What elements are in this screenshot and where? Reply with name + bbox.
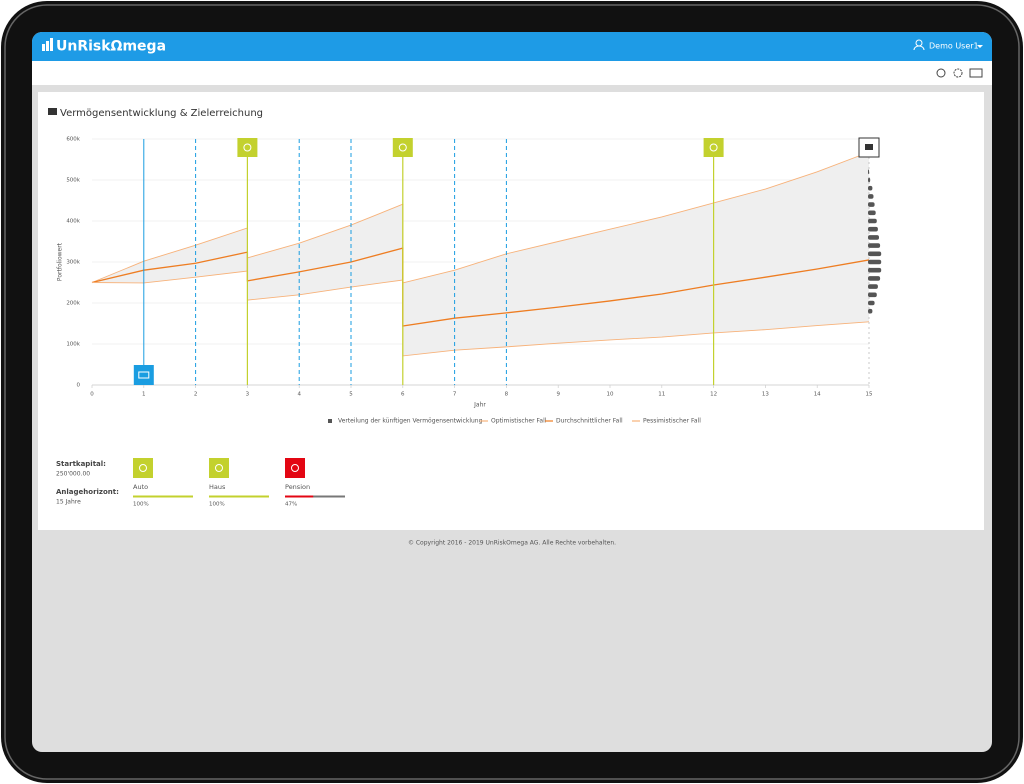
y-axis-label: Portfoliowert — [57, 242, 64, 281]
series-line — [91, 151, 870, 284]
chart-title: Vermögensentwicklung & Zielerreichung — [60, 108, 263, 119]
y-tick-label: 0 — [77, 383, 81, 389]
money-icon[interactable] — [969, 68, 983, 78]
x-tick-label: 13 — [762, 392, 769, 398]
goal-progress — [285, 495, 314, 498]
goal-progress — [209, 495, 269, 498]
distribution-bar — [868, 202, 875, 207]
start-value: 250'000.00 — [56, 471, 90, 478]
x-tick-label: 14 — [814, 392, 821, 398]
tablet-bezel — [4, 4, 1020, 780]
goal-progress-label: 47% — [285, 502, 297, 508]
distribution-bar — [868, 292, 877, 298]
x-tick-label: 11 — [658, 392, 665, 398]
user-menu[interactable]: Demo User1 — [929, 42, 979, 51]
x-tick-label: 9 — [556, 392, 560, 398]
goal-box — [209, 458, 229, 478]
y-tick-label: 600k — [66, 137, 80, 143]
x-tick-label: 10 — [607, 392, 614, 398]
distribution-bar — [868, 235, 879, 240]
x-tick-label: 3 — [246, 392, 250, 398]
start-label: Startkapital: — [56, 460, 106, 468]
title-flag — [48, 108, 57, 115]
goal-marker — [703, 138, 724, 157]
top-bar — [32, 32, 992, 61]
distribution-bar — [868, 259, 882, 265]
legend-label: Optimistischer Fall — [491, 418, 547, 425]
distribution-bar — [868, 177, 871, 183]
legend-label: Durchschnittlicher Fall — [556, 418, 623, 425]
horizon-label: Anlagehorizont: — [56, 488, 119, 496]
goal-marker — [237, 138, 258, 157]
distribution-bar — [868, 284, 878, 289]
goal-progress-track — [285, 495, 345, 498]
goal-icon — [243, 143, 252, 152]
distribution-bar — [868, 226, 878, 232]
user-icon-body — [913, 45, 925, 51]
distribution-bar — [868, 185, 873, 191]
goal-progress-label: 100% — [133, 502, 149, 508]
goal-box-icon — [139, 464, 147, 472]
settings-icon[interactable] — [953, 68, 963, 78]
x-axis-label: Jahr — [473, 402, 486, 409]
y-tick-label: 100k — [66, 342, 80, 348]
y-tick-label: 500k — [66, 178, 80, 184]
x-tick-label: 0 — [90, 392, 94, 398]
goal-icon — [709, 143, 718, 152]
series-line — [91, 270, 870, 357]
distribution-bar — [868, 267, 882, 273]
target-icon[interactable] — [936, 68, 946, 78]
distribution-bar — [868, 169, 870, 175]
brand: UnRiskΩmega — [56, 39, 166, 55]
goal-box — [285, 458, 305, 478]
horizon-value: 15 Jahre — [56, 499, 81, 506]
series-line — [91, 247, 870, 327]
deposit-marker — [133, 365, 154, 385]
y-tick-label: 300k — [66, 260, 80, 266]
distribution-bar — [868, 276, 881, 281]
goal-icon — [398, 143, 407, 152]
x-tick-label: 7 — [453, 392, 457, 398]
legend-label: Verteilung der künftigen Vermögensentwic… — [338, 418, 483, 425]
x-tick-label: 5 — [349, 392, 353, 398]
footer: © Copyright 2016 - 2019 UnRiskOmega AG. … — [408, 540, 616, 547]
goal-progress-label: 100% — [209, 502, 225, 508]
goal-marker — [392, 138, 413, 157]
goal-name: Haus — [209, 483, 226, 491]
range-band — [92, 152, 869, 356]
y-tick-label: 200k — [66, 301, 80, 307]
legend-label: Pessimistischer Fall — [643, 418, 701, 425]
distribution-bar — [868, 251, 882, 257]
distribution-bar — [868, 243, 881, 248]
goal-box — [133, 458, 153, 478]
x-tick-label: 8 — [505, 392, 509, 398]
y-tick-label: 400k — [66, 219, 80, 225]
x-tick-label: 4 — [297, 392, 301, 398]
goal-progress — [133, 495, 193, 498]
horizon-flag — [865, 144, 873, 150]
x-tick-label: 1 — [142, 392, 146, 398]
legend-swatch — [328, 419, 332, 423]
toolbar — [32, 61, 992, 85]
logo-icon — [42, 38, 53, 51]
goal-box-icon — [215, 464, 223, 472]
goal-box-icon — [291, 464, 299, 472]
x-tick-label: 12 — [710, 392, 717, 398]
deposit-icon — [138, 371, 150, 379]
x-tick-label: 6 — [401, 392, 405, 398]
distribution-bar — [868, 300, 875, 306]
distribution-bar — [868, 210, 876, 216]
distribution-bar — [868, 194, 874, 199]
user-caret[interactable] — [977, 45, 983, 48]
x-tick-label: 15 — [866, 392, 873, 398]
distribution-bar — [868, 218, 877, 224]
distribution-bar — [868, 308, 873, 314]
goal-name: Pension — [285, 483, 310, 491]
x-tick-label: 2 — [194, 392, 198, 398]
goal-name: Auto — [133, 483, 148, 491]
